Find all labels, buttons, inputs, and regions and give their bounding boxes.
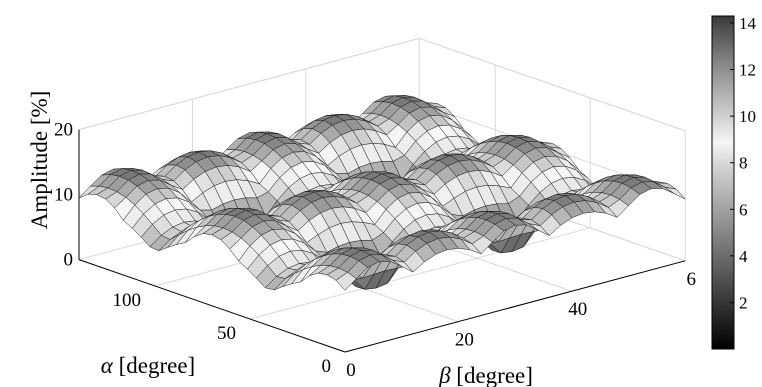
alpha-axis-label: α [degree] (101, 353, 195, 378)
colorbar-ticks: 2 4 6 8 10 12 14 (730, 14, 757, 312)
colorbar-tick-label: 8 (739, 154, 748, 173)
surface-plot (78, 95, 686, 291)
beta-unit: [degree] (451, 363, 533, 387)
z-tick-label: 20 (54, 120, 73, 141)
beta-axis-line (344, 260, 686, 353)
colorbar: 2 4 6 8 10 12 14 (711, 14, 757, 350)
colorbar-tick-label: 6 (739, 200, 748, 219)
z-tick-label: 0 (64, 250, 74, 271)
alpha-symbol: α (101, 353, 114, 378)
z-tick-label: 10 (54, 185, 73, 206)
colorbar-tick-label: 2 (739, 293, 748, 312)
grid-line (78, 37, 420, 131)
colorbar-tick-label: 14 (739, 14, 757, 33)
grid-line (249, 227, 591, 320)
beta-axis-label: β [degree] (438, 363, 533, 387)
beta-tick-label: 6 (686, 269, 696, 290)
alpha-tick-label: 0 (322, 356, 332, 377)
colorbar-tick-label: 12 (739, 61, 756, 80)
colorbar-tick-label: 10 (739, 107, 756, 126)
beta-tick-label: 40 (568, 299, 587, 320)
beta-tick-label: 20 (455, 330, 474, 351)
colorbar-gradient (711, 15, 735, 350)
grid-line (419, 37, 686, 132)
surface-patch (664, 186, 686, 200)
z-axis-label: Amplitude [%] (27, 91, 52, 230)
surface-patch (335, 271, 357, 291)
alpha-tick-label: 100 (113, 290, 142, 311)
alpha-unit: [degree] (113, 353, 195, 378)
colorbar-tick-label: 4 (739, 247, 748, 266)
alpha-tick-label: 50 (217, 323, 236, 344)
beta-symbol: β (438, 363, 451, 387)
alpha-axis-line (78, 259, 346, 353)
beta-tick-label: 0 (346, 360, 356, 381)
